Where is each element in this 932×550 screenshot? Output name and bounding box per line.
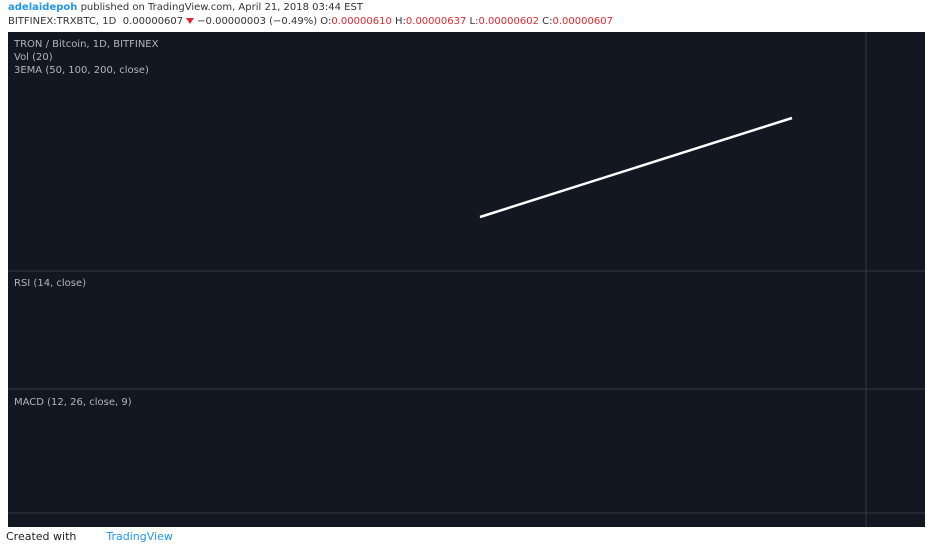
indicator-label: 3EMA (50, 100, 200, close) <box>14 65 149 76</box>
pane-title: TRON / Bitcoin, 1D, BITFINEX <box>13 39 159 50</box>
down-arrow <box>186 18 195 24</box>
header-line: BITFINEX:TRXBTC, 1D 0.00000607 −0.0000000… <box>8 15 613 29</box>
trend-line <box>479 116 793 219</box>
header-line: adelaidepoh published on TradingView.com… <box>8 1 613 15</box>
ohlc-label: C: <box>542 16 553 27</box>
ohlc-label: L: <box>469 16 479 27</box>
pane-title: RSI (14, close) <box>14 278 86 289</box>
footer: Created with TradingView <box>6 530 173 543</box>
ohlc-label: O: <box>320 16 332 27</box>
symbol: BITFINEX:TRXBTC, 1D <box>8 16 117 27</box>
ohlc-value: 0.00000637 <box>405 16 467 27</box>
change: −0.00000003 (−0.49%) <box>197 16 318 27</box>
created-with: Created with <box>6 530 77 543</box>
ohlc-value: 0.00000610 <box>331 16 392 27</box>
pane-title: MACD (12, 26, close, 9) <box>14 397 132 408</box>
ohlc-value: 0.00000607 <box>552 16 613 27</box>
header: adelaidepoh published on TradingView.com… <box>8 1 613 29</box>
ohlc: O:0.00000610 H:0.00000637 L:0.00000602 C… <box>320 16 613 27</box>
ohlc-value: 0.00000602 <box>478 16 539 27</box>
brand[interactable]: TradingView <box>106 530 173 543</box>
indicator-label: Vol (20) <box>14 52 53 63</box>
last-price: 0.00000607 <box>122 16 184 27</box>
author[interactable]: adelaidepoh <box>8 2 78 13</box>
published: published on TradingView.com, April 21, … <box>80 2 363 13</box>
chart-background <box>8 32 925 527</box>
ohlc-label: H: <box>395 16 406 27</box>
